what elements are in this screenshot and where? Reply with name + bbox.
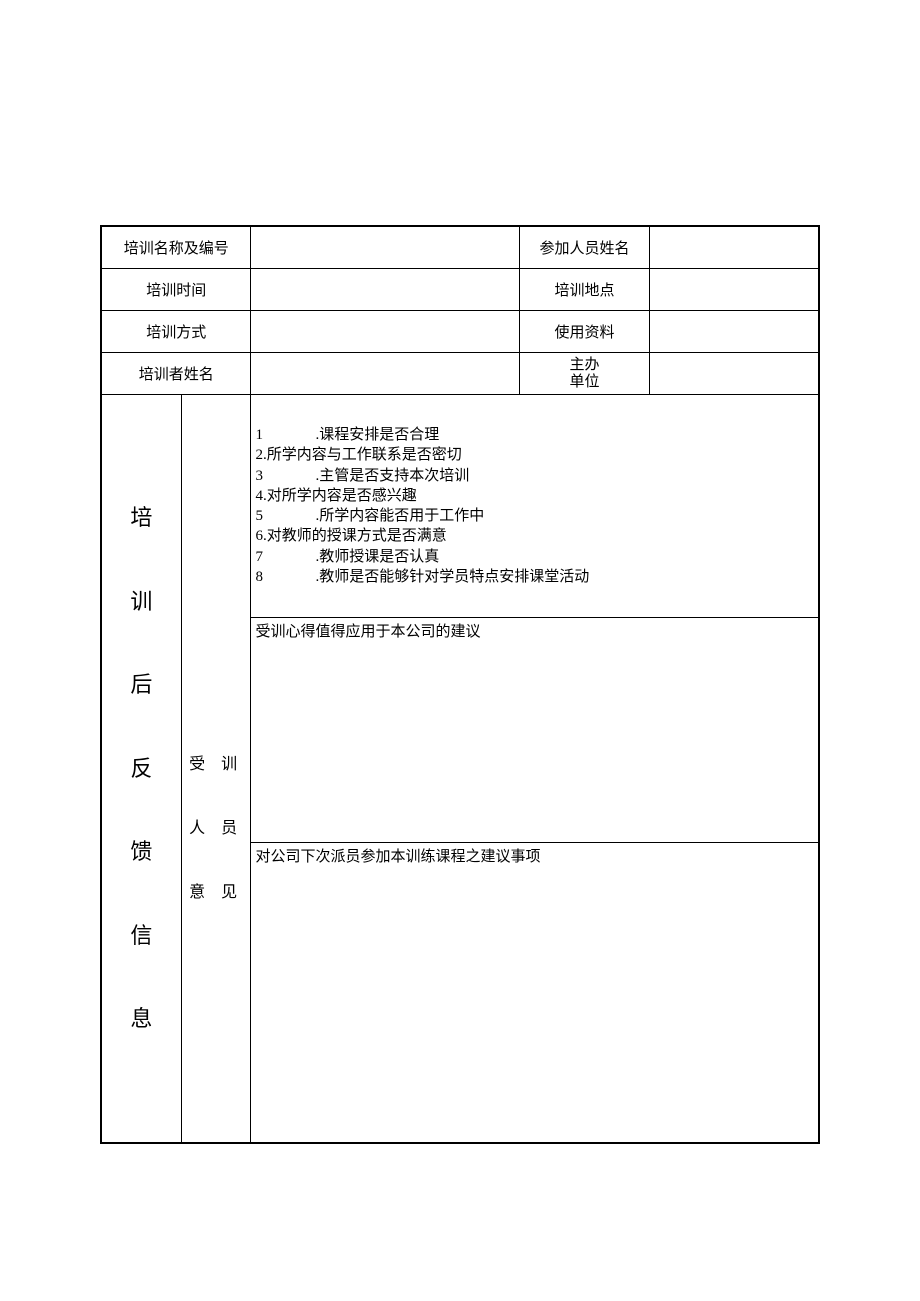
question-line-1: 2.所学内容与工作联系是否密切 [255,445,814,465]
organizer-label: 主办 单位 [520,353,649,395]
suggestion2-label: 对公司下次派员参加本训练课程之建议事项 [255,849,540,865]
questions-list: 1.课程安排是否合理2.所学内容与工作联系是否密切3.主管是否支持本次培训4.对… [255,425,814,587]
question-line-4: 5.所学内容能否用于工作中 [255,506,814,526]
question-text-5: .对教师的授课方式是否满意 [263,528,447,544]
question-num-1: 2 [255,445,263,465]
sub-v-1: 人 员 [189,820,243,837]
v-char-6: 息 [130,1006,152,1031]
question-text-2: .主管是否支持本次培训 [315,468,469,484]
question-text-6: .教师授课是否认真 [315,549,439,565]
question-line-3: 4.对所学内容是否感兴趣 [255,486,814,506]
header-row-2: 培训时间 培训地点 [102,269,819,311]
materials-label: 使用资料 [520,311,649,353]
participant-name-label: 参加人员姓名 [520,227,649,269]
question-num-4: 5 [255,506,315,526]
organizer-label-line1: 主办 [569,357,599,373]
training-time-label: 培训时间 [102,269,251,311]
organizer-value[interactable] [649,353,818,395]
v-char-4: 馈 [130,839,152,864]
suggestion2-cell[interactable]: 对公司下次派员参加本训练课程之建议事项 [251,843,819,1143]
header-row-1: 培训名称及编号 参加人员姓名 [102,227,819,269]
question-num-3: 4 [255,486,263,506]
question-num-6: 7 [255,547,315,567]
question-line-5: 6.对教师的授课方式是否满意 [255,526,814,546]
organizer-label-line2: 单位 [569,374,599,390]
question-line-7: 8.教师是否能够针对学员特点安排课堂活动 [255,567,814,587]
trainer-name-label: 培训者姓名 [102,353,251,395]
header-row-4: 培训者姓名 主办 单位 [102,353,819,395]
materials-value[interactable] [649,311,818,353]
question-line-2: 3.主管是否支持本次培训 [255,466,814,486]
feedback-vertical-label: 培 训 后 反 馈 信 息 [102,395,182,1143]
training-name-id-label: 培训名称及编号 [102,227,251,269]
question-num-7: 8 [255,567,315,587]
feedback-row-questions: 培 训 后 反 馈 信 息 受 训 人 员 意 见 1.课程安排是否合理2.所学… [102,395,819,618]
training-location-label: 培训地点 [520,269,649,311]
question-num-5: 6 [255,526,263,546]
v-char-3: 反 [130,756,152,781]
question-text-4: .所学内容能否用于工作中 [315,508,484,524]
training-method-value[interactable] [251,311,520,353]
training-name-id-value[interactable] [251,227,520,269]
v-char-1: 训 [130,589,152,614]
questions-cell[interactable]: 1.课程安排是否合理2.所学内容与工作联系是否密切3.主管是否支持本次培训4.对… [251,395,819,618]
form-table: 培训名称及编号 参加人员姓名 培训时间 培训地点 培训方式 使用资料 培训者姓名… [101,226,819,1143]
training-feedback-form: 培训名称及编号 参加人员姓名 培训时间 培训地点 培训方式 使用资料 培训者姓名… [100,225,820,1144]
sub-v-2: 意 见 [189,884,243,901]
v-char-2: 后 [130,672,152,697]
trainer-name-value[interactable] [251,353,520,395]
question-text-1: .所学内容与工作联系是否密切 [263,447,462,463]
training-time-value[interactable] [251,269,520,311]
sub-v-0: 受 训 [189,756,243,773]
question-text-0: .课程安排是否合理 [315,427,439,443]
question-text-3: .对所学内容是否感兴趣 [263,488,417,504]
training-location-value[interactable] [649,269,818,311]
question-line-6: 7.教师授课是否认真 [255,547,814,567]
v-char-5: 信 [130,923,152,948]
question-num-2: 3 [255,466,315,486]
question-num-0: 1 [255,425,315,445]
participant-name-value[interactable] [649,227,818,269]
v-char-0: 培 [130,505,152,530]
trainee-opinion-label: 受 训 人 员 意 见 [181,395,251,1143]
suggestion1-label: 受训心得值得应用于本公司的建议 [255,624,480,640]
header-row-3: 培训方式 使用资料 [102,311,819,353]
suggestion1-cell[interactable]: 受训心得值得应用于本公司的建议 [251,618,819,843]
question-line-0: 1.课程安排是否合理 [255,425,814,445]
question-text-7: .教师是否能够针对学员特点安排课堂活动 [315,569,589,585]
training-method-label: 培训方式 [102,311,251,353]
